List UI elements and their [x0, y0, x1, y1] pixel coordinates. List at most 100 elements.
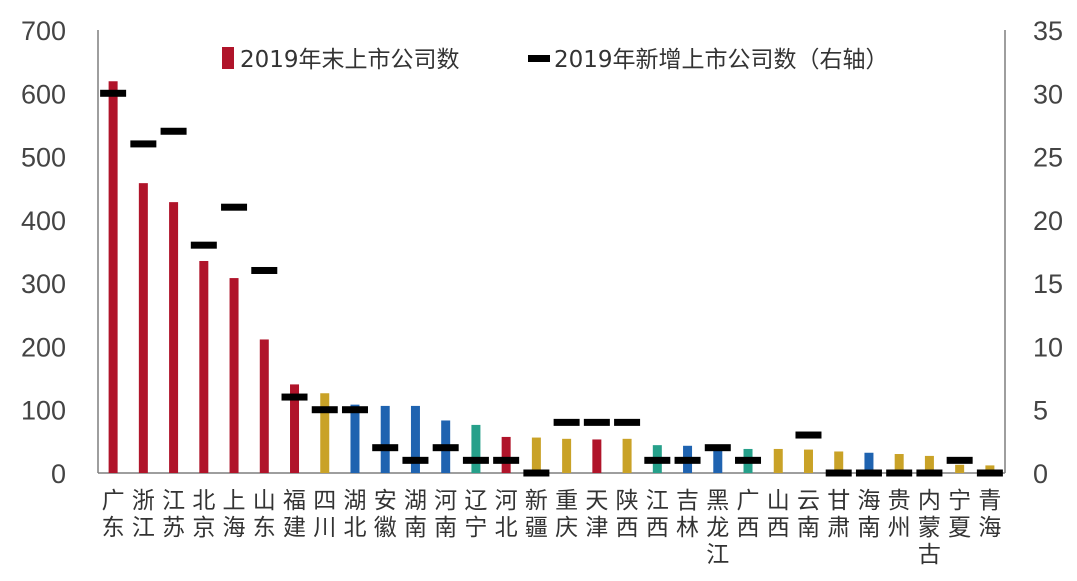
category-label: 浙江	[132, 488, 155, 541]
dash-marker	[462, 456, 489, 464]
dash-series	[100, 89, 1003, 477]
category-label: 安徽	[374, 488, 397, 541]
right-tick-label: 15	[1033, 269, 1063, 299]
category-label: 天津	[585, 488, 608, 541]
bar	[562, 438, 572, 473]
dash-marker	[916, 469, 943, 477]
category-label: 黑龙江	[706, 488, 729, 568]
bar	[985, 465, 995, 473]
category-label: 上海	[223, 488, 246, 541]
category-label: 海南	[857, 488, 880, 541]
left-tick-label: 0	[51, 459, 66, 489]
category-label: 内蒙古	[918, 488, 941, 568]
left-tick-label: 300	[21, 269, 66, 299]
dash-marker	[735, 456, 762, 464]
bar	[108, 81, 118, 474]
bar	[894, 454, 904, 473]
legend-label-dash: 2019年新增上市公司数（右轴）	[554, 47, 889, 73]
category-label: 山西	[767, 488, 790, 541]
category-label: 四川	[313, 488, 336, 541]
bar	[471, 424, 481, 473]
left-y-axis: 0 100 200 300 400 500 600 700	[21, 16, 1005, 489]
dash-marker	[644, 456, 671, 464]
dash-marker	[523, 469, 550, 477]
dash-marker	[704, 444, 731, 452]
legend: 2019年末上市公司数 2019年新增上市公司数（右轴）	[222, 47, 889, 73]
bar	[350, 404, 360, 473]
dash-marker	[341, 406, 368, 414]
bar	[320, 393, 330, 473]
left-tick-label: 200	[21, 332, 66, 362]
right-tick-label: 20	[1033, 206, 1063, 236]
left-tick-label: 500	[21, 143, 66, 173]
bar	[713, 448, 723, 473]
dash-marker	[583, 418, 610, 426]
category-label: 江西	[646, 488, 669, 541]
left-tick-label: 700	[21, 16, 66, 46]
dash-marker	[855, 469, 882, 477]
dash-marker	[432, 444, 459, 452]
bar	[199, 260, 209, 473]
dash-marker	[553, 418, 580, 426]
dash-marker	[493, 456, 520, 464]
category-label: 广西	[737, 488, 760, 541]
category-label: 河北	[495, 488, 518, 541]
dash-marker	[795, 431, 822, 439]
right-tick-label: 0	[1033, 459, 1048, 489]
dash-marker	[825, 469, 852, 477]
bar	[924, 455, 934, 473]
dash-marker	[402, 456, 429, 464]
right-tick-label: 35	[1033, 16, 1063, 46]
dash-marker	[674, 456, 701, 464]
category-label: 湖北	[343, 488, 366, 541]
dash-marker	[946, 456, 973, 464]
right-tick-label: 10	[1033, 332, 1063, 362]
right-tick-label: 30	[1033, 79, 1063, 109]
bar	[501, 436, 511, 473]
category-label: 湖南	[404, 488, 427, 541]
dash-marker	[100, 89, 127, 97]
bar	[531, 437, 541, 473]
category-label: 福建	[283, 488, 306, 541]
left-tick-label: 100	[21, 396, 66, 426]
bar	[380, 405, 390, 473]
legend-swatch-dash	[528, 55, 550, 62]
category-label: 山东	[253, 488, 276, 541]
category-label: 辽宁	[464, 488, 487, 541]
dash-marker	[190, 241, 217, 249]
category-label: 广东	[102, 488, 125, 541]
dash-marker	[130, 140, 157, 148]
right-y-axis: 0 5 10 15 20 25 30 35	[1004, 16, 1063, 489]
bar	[259, 339, 269, 473]
category-label: 重庆	[555, 488, 578, 541]
legend-label-bar: 2019年末上市公司数	[240, 47, 460, 73]
bar	[864, 452, 874, 473]
category-label: 云南	[797, 488, 820, 541]
category-label: 宁夏	[948, 488, 971, 541]
category-label: 江苏	[162, 488, 185, 541]
dash-marker	[221, 203, 248, 211]
bar	[803, 449, 813, 473]
bar	[834, 451, 844, 473]
bar	[773, 448, 783, 473]
category-labels: 广东浙江江苏北京上海山东福建四川湖北安徽湖南河南辽宁河北新疆重庆天津陕西江西吉林…	[102, 488, 1002, 568]
dash-marker	[372, 444, 399, 452]
bar	[169, 202, 179, 473]
dash-marker	[160, 127, 187, 135]
category-label: 新疆	[525, 488, 548, 541]
legend-swatch-bar	[222, 47, 234, 69]
category-label: 陕西	[616, 488, 639, 541]
category-label: 河南	[434, 488, 457, 541]
category-label: 青海	[978, 488, 1001, 541]
bar	[410, 405, 420, 473]
dash-marker	[251, 266, 278, 274]
left-tick-label: 600	[21, 79, 66, 109]
bar	[592, 439, 602, 473]
category-label: 贵州	[888, 488, 911, 541]
bar-series	[108, 81, 995, 474]
dash-marker	[976, 469, 1003, 477]
category-label: 甘肃	[827, 488, 850, 541]
category-label: 吉林	[676, 488, 699, 541]
bar	[138, 183, 148, 473]
left-tick-label: 400	[21, 206, 66, 236]
